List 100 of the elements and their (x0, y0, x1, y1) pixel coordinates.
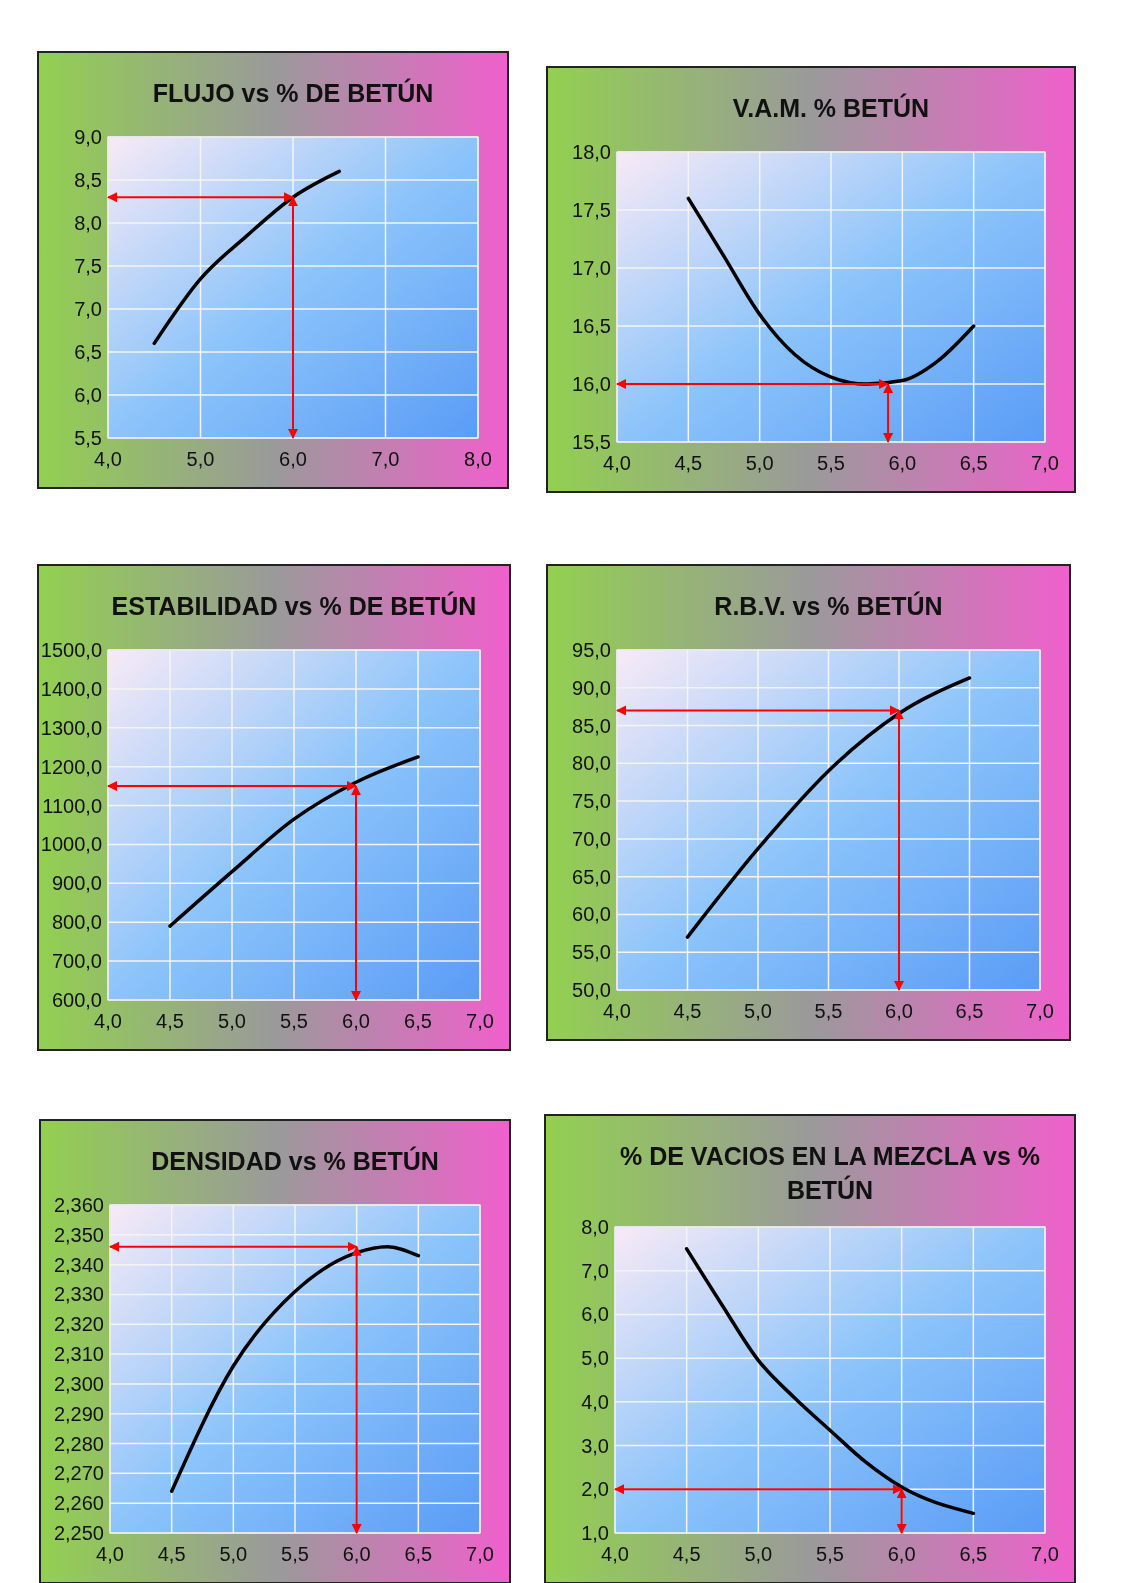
y-tick-label: 1200,0 (40, 755, 102, 778)
line-series (169, 1244, 421, 1494)
y-tick-label: 2,340 (53, 1253, 104, 1276)
y-tick-label: 600,0 (51, 989, 102, 1011)
y-tick-label: 16,0 (572, 373, 611, 395)
y-tick-label: 90,0 (572, 676, 611, 699)
y-tick-label: 1500,0 (40, 639, 102, 661)
y-tick-label: 900,0 (51, 872, 102, 895)
line-series (152, 169, 341, 346)
x-tick-label: 7,0 (466, 1010, 494, 1032)
x-tick-label: 6,5 (959, 452, 988, 474)
x-tick-label: 6,0 (887, 1543, 916, 1565)
y-tick-label: 75,0 (572, 790, 611, 813)
x-tick-label: 7,0 (1031, 1543, 1059, 1565)
x-tick-label: 5,5 (816, 1543, 844, 1565)
x-tick-label: 6,0 (279, 448, 307, 470)
y-tick-label: 70,0 (572, 827, 611, 850)
y-tick-label: 1400,0 (40, 677, 102, 700)
x-tick-label: 8,0 (464, 448, 492, 470)
y-tick-label: 16,5 (572, 315, 611, 337)
x-tick-label: 4,0 (94, 1010, 122, 1032)
x-tick-label: 5,5 (281, 1543, 309, 1565)
x-tick-label: 6,0 (342, 1010, 370, 1032)
y-tick-label: 6,0 (74, 384, 102, 406)
chart-title: % DE VACIOS EN LA MEZCLA vs % BETÚN (620, 1142, 1040, 1204)
chart-title: FLUJO vs % DE BETÚN (152, 78, 434, 107)
y-tick-label: 2,350 (53, 1223, 104, 1246)
y-tick-label: 1100,0 (42, 794, 102, 817)
y-tick-label: 5,5 (74, 427, 102, 449)
x-tick-label: 4,0 (601, 1543, 629, 1565)
x-tick-label: 6,0 (888, 452, 917, 474)
x-tick-label: 4,0 (96, 1543, 124, 1565)
y-tick-label: 85,0 (572, 714, 611, 737)
x-tick-label: 6,0 (342, 1543, 371, 1565)
x-tick-label: 5,0 (744, 1000, 772, 1022)
y-tick-label: 2,330 (53, 1283, 104, 1306)
x-tick-label: 4,5 (674, 452, 703, 474)
x-tick-label: 5,5 (814, 1000, 843, 1022)
y-tick-label: 6,5 (74, 341, 102, 363)
y-tick-label: 2,270 (53, 1462, 104, 1485)
y-tick-label: 8,0 (581, 1216, 609, 1238)
y-tick-label: 2,300 (53, 1372, 104, 1395)
x-tick-label: 6,5 (955, 1000, 984, 1022)
y-tick-label: 2,0 (581, 1478, 609, 1501)
x-tick-label: 5,5 (817, 452, 845, 474)
x-tick-label: 7,0 (1031, 452, 1059, 474)
y-tick-label: 8,0 (74, 212, 102, 234)
x-tick-label: 4,5 (157, 1543, 186, 1565)
x-tick-label: 5,0 (745, 452, 774, 474)
y-tick-label: 95,0 (572, 639, 611, 661)
chart-title: V.A.M. % BETÚN (732, 93, 930, 122)
x-tick-label: 5,5 (280, 1010, 308, 1032)
y-tick-label: 55,0 (572, 941, 611, 964)
y-tick-label: 80,0 (572, 752, 611, 775)
y-tick-label: 2,250 (53, 1522, 104, 1544)
y-tick-label: 50,0 (572, 979, 611, 1001)
y-tick-label: 1,0 (581, 1522, 609, 1544)
y-tick-label: 7,0 (74, 298, 102, 320)
y-tick-label: 18,0 (572, 141, 611, 163)
y-tick-label: 1000,0 (40, 833, 102, 856)
y-tick-label: 3,0 (581, 1434, 609, 1457)
chart-title: R.B.V. vs % BETÚN (714, 591, 943, 620)
chart-title: DENSIDAD vs % BETÚN (151, 1146, 439, 1175)
y-tick-label: 8,5 (74, 169, 102, 191)
y-tick-label: 4,0 (581, 1390, 609, 1413)
y-tick-label: 2,290 (53, 1402, 104, 1425)
y-tick-label: 7,0 (581, 1259, 609, 1282)
line-series (168, 755, 420, 928)
y-tick-label: 17,0 (572, 257, 611, 279)
x-tick-label: 4,5 (672, 1543, 701, 1565)
y-tick-label: 17,5 (572, 199, 611, 221)
x-tick-label: 7,0 (1026, 1000, 1054, 1022)
y-tick-label: 60,0 (572, 903, 611, 926)
x-tick-label: 4,0 (94, 448, 122, 470)
y-tick-label: 6,0 (581, 1303, 609, 1326)
y-tick-label: 7,5 (74, 255, 102, 277)
x-tick-label: 5,0 (186, 448, 215, 470)
x-tick-label: 6,5 (404, 1543, 433, 1565)
y-tick-label: 2,310 (53, 1343, 104, 1366)
y-tick-label: 15,5 (572, 431, 611, 453)
chart-title: ESTABILIDAD vs % DE BETÚN (111, 591, 477, 620)
y-tick-label: 2,260 (53, 1492, 104, 1515)
y-tick-label: 2,320 (53, 1313, 104, 1336)
x-tick-label: 5,0 (218, 1010, 246, 1032)
x-tick-label: 5,0 (219, 1543, 248, 1565)
x-tick-label: 4,0 (603, 1000, 631, 1022)
line-series (685, 676, 972, 939)
line-series (686, 196, 976, 386)
x-tick-label: 6,5 (959, 1543, 988, 1565)
line-series (684, 1247, 976, 1516)
y-tick-label: 2,280 (53, 1432, 104, 1455)
y-tick-label: 65,0 (572, 865, 611, 888)
x-tick-label: 6,0 (885, 1000, 913, 1022)
x-tick-label: 7,0 (371, 448, 400, 470)
y-tick-label: 5,0 (581, 1347, 609, 1370)
y-tick-label: 800,0 (51, 911, 102, 934)
x-tick-label: 5,0 (744, 1543, 773, 1565)
x-tick-label: 4,5 (673, 1000, 702, 1022)
x-tick-label: 6,5 (404, 1010, 432, 1032)
x-tick-label: 7,0 (466, 1543, 494, 1565)
